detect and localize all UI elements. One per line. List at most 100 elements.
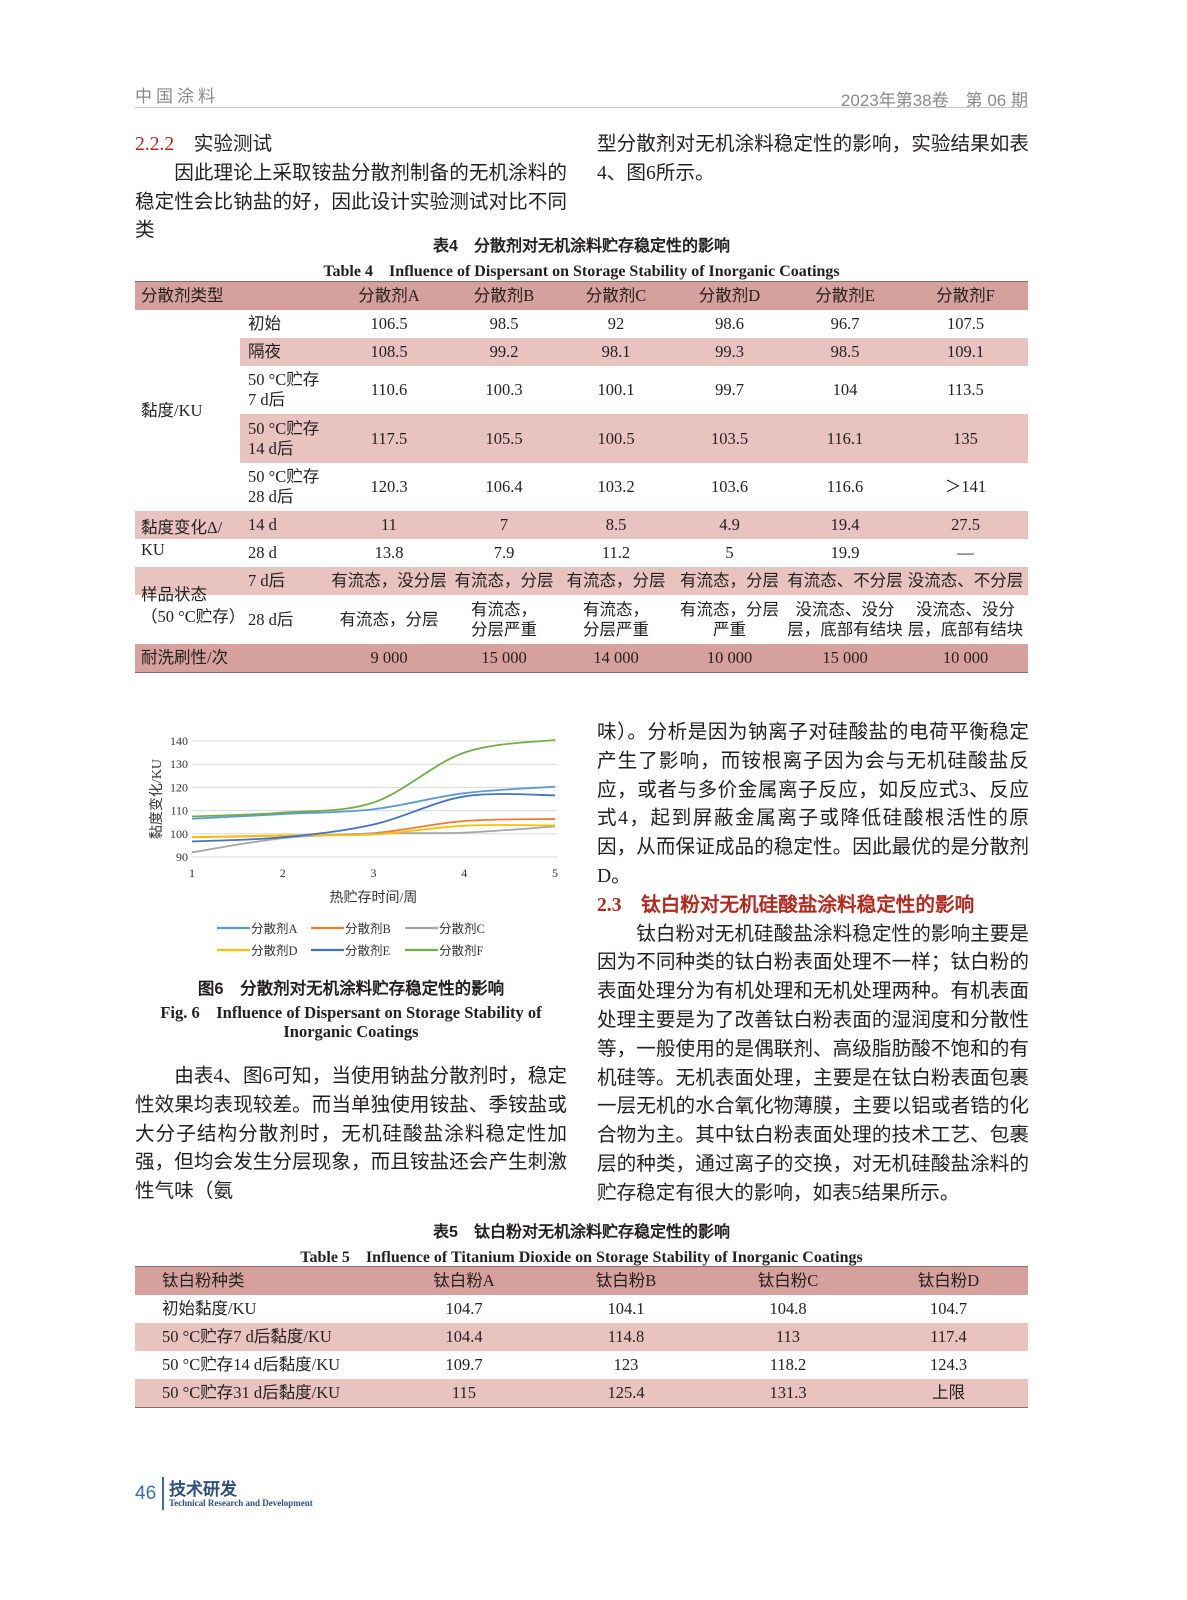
x-tick-label: 4 — [461, 866, 467, 880]
legend-label: 分散剂A — [251, 921, 298, 936]
figure6-caption-en: Fig. 6 Influence of Dispersant on Storag… — [160, 1003, 542, 1022]
x-axis-title: 热贮存时间/周 — [330, 890, 418, 906]
table-header-cell: 分散剂F — [936, 286, 995, 305]
table-cell: 5 — [725, 543, 734, 562]
table-cell: 50 °C贮存7 d后黏度/KU — [162, 1327, 332, 1346]
x-tick-label: 2 — [280, 866, 286, 880]
table-cell: 没流态、没分 层，底部有结块 — [787, 599, 903, 639]
table-row: 50 °C贮存 7 d后 110.6 100.3 100.1 99.7 104 113.5 — [135, 366, 1028, 414]
paragraph: 型分散剂对无机涂料稳定性的影响，实验结果如表4、图6所示。 — [597, 134, 1029, 184]
table-cell: 113.5 — [947, 380, 984, 399]
table-cell: 104.7 — [929, 1299, 968, 1318]
table-cell: 7 — [499, 515, 509, 534]
series-line-分散剂A — [191, 785, 556, 820]
table-cell: 114.8 — [607, 1327, 645, 1346]
table-cell: 98.5 — [489, 314, 519, 333]
table-cell: 104.8 — [769, 1299, 807, 1318]
table-cell: 118.2 — [769, 1355, 807, 1374]
table-cell: 50 °C贮存31 d后黏度/KU — [162, 1383, 341, 1402]
table-cell: 14 000 — [593, 648, 639, 667]
y-tick-label: 140 — [170, 734, 188, 748]
table-row: 隔夜 108.5 99.2 98.1 99.3 98.5 109.1 — [135, 338, 1028, 366]
table-header-cell: 钛白粉D — [917, 1271, 980, 1290]
table-cell: 123 — [613, 1355, 639, 1374]
table5-title-en: Table 5 Influence of Titanium Dioxide on… — [300, 1249, 863, 1266]
section-heading-23: 2.3 钛白粉对无机硅酸盐涂料稳定性的影响 — [597, 894, 975, 916]
table-cell: 104 — [832, 380, 858, 399]
table-header-cell: 钛白粉B — [595, 1271, 657, 1290]
table-cell: 没流态、没分 层，底部有结块 — [907, 599, 1024, 639]
page-number: 46 — [135, 1483, 157, 1504]
table-cell: 11 — [381, 515, 397, 534]
table-cell: 没流态、不分层 — [907, 571, 1024, 590]
table-cell: 初始黏度/KU — [162, 1299, 257, 1318]
table-cell: 104.1 — [607, 1299, 645, 1318]
table-header-cell: 分散剂C — [585, 286, 647, 305]
table-header-cell: 分散剂D — [698, 286, 761, 305]
table-cell: 有流态，分层 — [566, 571, 666, 590]
paragraph: 因此理论上采取铵盐分散剂制备的无机涂料的稳定性会比钠盐的好，因此设计实验测试对比… — [135, 162, 567, 242]
table-cell: 15 000 — [822, 648, 868, 667]
x-tick-label: 3 — [371, 866, 377, 880]
paragraph: 钛白粉对无机硅酸盐涂料稳定性的影响主要是因为不同种类的钛白粉表面处理不一样；钛白… — [597, 923, 1029, 1204]
legend-label: 分散剂F — [439, 943, 484, 958]
table-row: 14 d 11 7 8.5 4.9 19.4 27.5 — [135, 511, 1028, 539]
table-cell: 10 000 — [942, 648, 989, 667]
table-cell: 50 °C贮存14 d后黏度/KU — [162, 1355, 341, 1374]
table-row-label: 28 d — [248, 543, 277, 562]
footer-section-cn: 技术研发 — [169, 1480, 237, 1499]
table-cell: 109.1 — [946, 342, 985, 361]
table-row-label: 初始 — [248, 314, 281, 333]
y-tick-label: 120 — [170, 780, 188, 794]
table-row: 28 d后 有流态，分层 有流态， 分层严重 有流态， 分层严重 有流态，分层 严重 没流… — [135, 595, 1028, 644]
table-row-label: 28 d后 — [248, 609, 294, 629]
table-cell: 103.2 — [597, 477, 635, 496]
table-cell: 104.4 — [445, 1327, 483, 1346]
table-row-label: 7 d后 — [248, 571, 286, 590]
section-heading-222: 2.2.2 实验测试 — [135, 134, 273, 155]
footer-section-en: Technical Research and Development — [169, 1498, 313, 1508]
legend-label: 分散剂C — [439, 921, 485, 936]
journal-name: 中国涂料 — [135, 87, 219, 106]
legend-label: 分散剂E — [345, 943, 391, 958]
table-cell: 113 — [775, 1327, 801, 1346]
table-group-label: 样品状态 （50 °C贮存） — [141, 584, 246, 626]
table-cell: 100.1 — [597, 380, 635, 399]
table-cell: 7.9 — [493, 543, 515, 562]
table-cell: 10 000 — [706, 648, 753, 667]
y-axis-title: 黏度变化/KU — [149, 759, 165, 839]
table-cell: 92 — [607, 314, 625, 333]
figure6-caption-cn: 图6 分散剂对无机涂料贮存稳定性的影响 — [197, 980, 505, 998]
table-cell: 11.2 — [601, 543, 631, 562]
table-cell: 有流态，分层 — [339, 609, 439, 629]
table-cell: 98.1 — [601, 342, 631, 361]
table-cell: 96.7 — [830, 314, 860, 333]
x-tick-label: 5 — [552, 866, 558, 880]
y-tick-label: 130 — [170, 757, 188, 771]
header-divider — [135, 107, 1028, 108]
table-cell: 106.5 — [370, 314, 408, 333]
table-row: 50 °C贮存31 d后黏度/KU 115 125.4 131.3 上限 — [135, 1379, 1028, 1407]
table-cell: 103.6 — [710, 477, 749, 496]
table-row-label: 50 °C贮存 28 d后 — [248, 467, 320, 506]
table-group-label: 黏度/KU — [141, 400, 203, 420]
series-line-分散剂C — [191, 825, 556, 854]
table-cell: 19.4 — [830, 515, 860, 534]
table-cell: 100.3 — [485, 380, 523, 399]
table-cell: 117.4 — [930, 1327, 967, 1346]
table-row-group: 7 d后 有流态，没分层 有流态，分层 有流态，分层 有流态，分层 有流态、不分层 没流态、… — [135, 567, 1028, 644]
table-row-group: 初始 106.5 98.5 92 98.6 96.7 107.5 隔夜 108.5 99.2 98.… — [135, 310, 1028, 511]
y-tick-label: 110 — [170, 804, 188, 818]
table-cell: 120.3 — [370, 477, 408, 496]
table-row: 9 000 15 000 14 000 10 000 15 000 10 000 — [135, 644, 1028, 672]
table4-title-en: Table 4 Influence of Dispersant on Stora… — [323, 263, 840, 280]
table-cell: 109.7 — [445, 1355, 483, 1374]
table-cell: 135 — [953, 428, 978, 448]
table-cell: 100.5 — [597, 428, 635, 448]
table5: 钛白粉种类 钛白粉A 钛白粉B 钛白粉C 钛白粉D 初始黏度/KU 104.7 104.1 10… — [135, 1266, 1028, 1408]
issue-info: 2023年第38卷 第 06 期 — [840, 91, 1028, 110]
series-line-分散剂F — [191, 738, 556, 818]
paragraph: 味）。分析是因为钠离子对硅酸盐的电荷平衡稳定产生了影响，而铵根离子因为会与无机硅… — [597, 722, 1029, 887]
table-row: 50 °C贮存 14 d后 117.5 105.5 100.5 103.5 116.1 13… — [135, 414, 1028, 463]
y-tick-label: 90 — [176, 850, 188, 864]
